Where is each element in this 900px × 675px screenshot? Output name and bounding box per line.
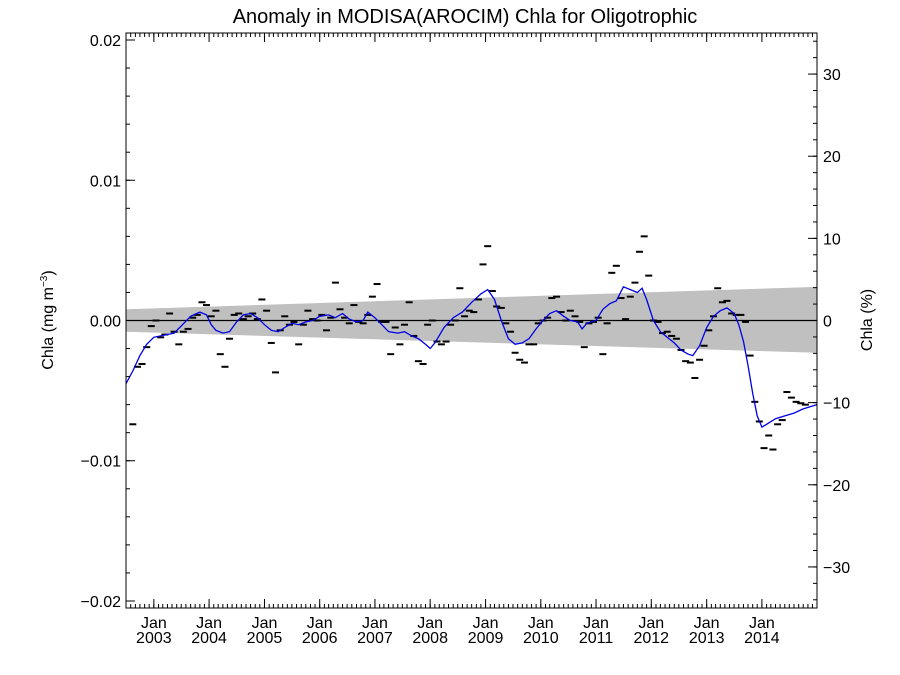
x-tick-year-label: 2013	[689, 630, 725, 647]
x-tick-month-label: Jan	[417, 615, 443, 632]
x-tick-year-label: 2011	[579, 630, 614, 647]
x-tick-year-label: 2010	[523, 630, 559, 647]
right-tick-label: 0	[823, 314, 832, 331]
left-tick-label: 0.00	[90, 314, 121, 331]
x-tick-year-label: 2007	[357, 630, 393, 647]
chart-title: Anomaly in MODISA(AROCIM) Chla for Oligo…	[233, 6, 698, 28]
x-tick-year-label: 2014	[744, 630, 780, 647]
x-tick-month-label: Jan	[307, 615, 333, 632]
confidence-band	[126, 286, 817, 353]
right-tick-label: −10	[823, 396, 850, 413]
right-tick-label: 20	[823, 149, 841, 166]
right-tick-label: −20	[823, 478, 850, 495]
x-tick-month-label: Jan	[583, 615, 609, 632]
right-tick-label: −30	[823, 560, 850, 577]
x-tick-month-label: Jan	[196, 615, 222, 632]
x-tick-year-label: 2006	[302, 630, 338, 647]
x-tick-year-label: 2004	[191, 630, 227, 647]
right-tick-label: 30	[823, 67, 841, 84]
left-tick-label: 0.01	[90, 173, 121, 190]
x-tick-year-label: 2009	[468, 630, 504, 647]
left-tick-label: −0.01	[81, 454, 122, 471]
left-y-axis-label: Chla (mg m−3)	[39, 270, 57, 369]
x-tick-year-label: 2005	[247, 630, 283, 647]
x-tick-month-label: Jan	[141, 615, 167, 632]
x-tick-month-label: Jan	[473, 615, 499, 632]
x-tick-month-label: Jan	[638, 615, 664, 632]
right-tick-label: 10	[823, 231, 841, 248]
x-tick-month-label: Jan	[749, 615, 775, 632]
x-tick-year-label: 2012	[633, 630, 669, 647]
x-tick-year-label: 2003	[136, 630, 172, 647]
left-tick-label: −0.02	[81, 594, 122, 611]
x-tick-month-label: Jan	[362, 615, 388, 632]
x-tick-month-label: Jan	[694, 615, 720, 632]
running-mean-line	[125, 285, 818, 429]
left-tick-label: 0.02	[90, 33, 121, 50]
x-tick-month-label: Jan	[252, 615, 278, 632]
right-y-axis-label: Chla (%)	[859, 289, 876, 351]
x-tick-month-label: Jan	[528, 615, 554, 632]
x-tick-year-label: 2008	[412, 630, 448, 647]
plot-area: 0.020.010.00−0.01−0.023020100−10−20−30Ja…	[81, 32, 850, 647]
